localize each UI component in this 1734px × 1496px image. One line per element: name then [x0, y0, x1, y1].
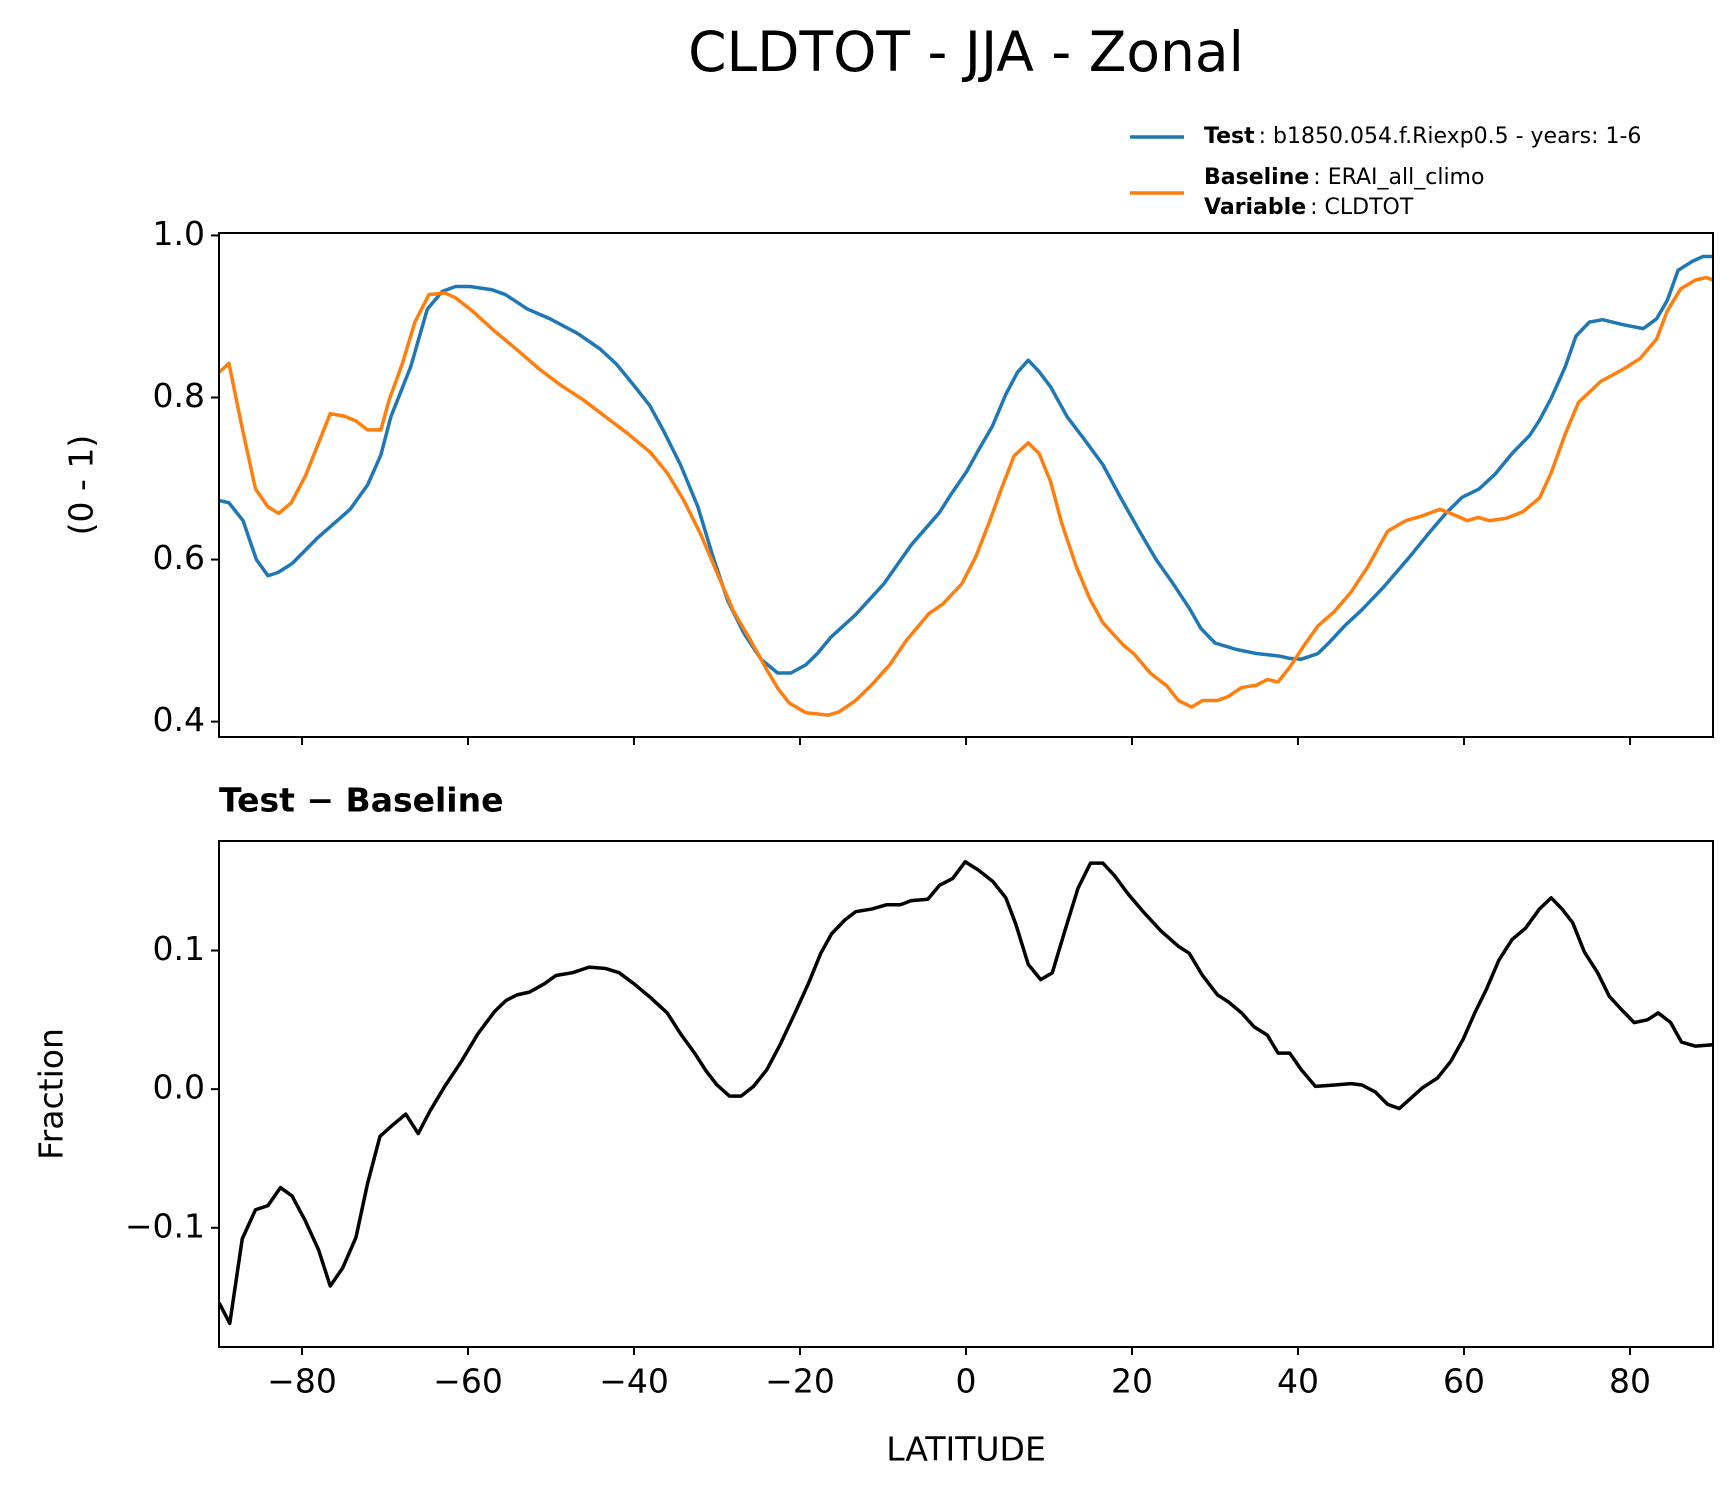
x-tick-label: −40: [599, 1362, 669, 1401]
y-axis-label: Fraction: [32, 1028, 71, 1160]
y-tick-label: 0.1: [153, 929, 205, 968]
legend-name: Test: [1204, 124, 1255, 149]
subplot-title: Test − Baseline: [219, 781, 504, 820]
series-line: [219, 275, 1713, 717]
legend-name: Variable: [1204, 195, 1306, 220]
legend-entry: Variable: CLDTOT: [1204, 195, 1414, 220]
x-tick-label: −20: [765, 1362, 835, 1401]
axes-frame: [218, 232, 1714, 738]
legend-detail: : ERAI_all_climo: [1313, 165, 1484, 190]
x-tick-label: 40: [1277, 1362, 1319, 1401]
series-line: [219, 254, 1713, 675]
legend-detail: : CLDTOT: [1310, 195, 1414, 220]
x-tick-label: −80: [267, 1362, 337, 1401]
y-tick-label: 0.8: [153, 376, 205, 415]
legend-entry: Baseline: ERAI_all_climo: [1204, 165, 1484, 190]
x-axis-label: LATITUDE: [886, 1430, 1046, 1469]
legend-detail: : b1850.054.f.Riexp0.5 - years: 1-6: [1259, 124, 1642, 149]
plot-area: [219, 254, 1713, 717]
y-tick-label: 0.4: [153, 700, 205, 739]
plot-area: [219, 860, 1713, 1326]
x-tick-label: −60: [433, 1362, 503, 1401]
y-tick-label: 0.0: [153, 1068, 205, 1107]
y-tick-label: 1.0: [153, 214, 205, 253]
x-tick-label: 60: [1443, 1362, 1485, 1401]
figure-title: CLDTOT - JJA - Zonal: [688, 20, 1244, 84]
y-axis-label: (0 - 1): [62, 435, 101, 536]
y-tick-label: −0.1: [125, 1206, 205, 1245]
axes-frame: [218, 840, 1714, 1348]
y-tick-label: 0.6: [153, 538, 205, 577]
legend-name: Baseline: [1204, 165, 1309, 190]
x-tick-label: 80: [1609, 1362, 1651, 1401]
difference-line: [219, 860, 1713, 1326]
legend-entry: Test: b1850.054.f.Riexp0.5 - years: 1-6: [1204, 124, 1641, 149]
x-tick-label: 0: [956, 1362, 977, 1401]
x-tick-label: 20: [1111, 1362, 1153, 1401]
